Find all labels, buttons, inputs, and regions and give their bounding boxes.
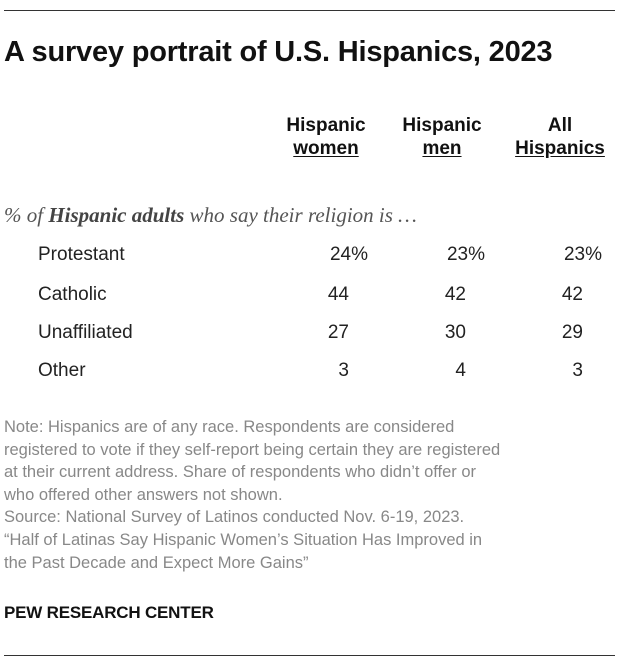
row-label-catholic: Catholic [38, 284, 107, 305]
cell-other-all: 3 [572, 360, 583, 381]
cell-other-men: 4 [455, 360, 466, 381]
column-header-line2: women [293, 138, 359, 159]
subtitle-post: who say their religion is … [184, 203, 417, 227]
column-header-line2: Hispanics [515, 138, 605, 159]
row-label-unaffiliated: Unaffiliated [38, 322, 133, 343]
subtitle-pre: % of [4, 203, 49, 227]
column-header-line2: men [422, 138, 462, 159]
subtitle-bold: Hispanic adults [48, 203, 185, 227]
cell-protestant-men: 23% [446, 244, 485, 265]
note-line: registered to vote if they self-report b… [4, 440, 501, 459]
cell-protestant-all: 23% [563, 244, 602, 265]
row-label-protestant: Protestant [38, 244, 125, 265]
column-header-line1: Hispanic [286, 115, 366, 136]
row-label-other: Other [38, 360, 86, 381]
column-header-all-hispanics: All Hispanics [500, 114, 620, 160]
column-header-line1: Hispanic [402, 115, 482, 136]
note-block: Note: Hispanics are of any race. Respond… [4, 416, 604, 574]
source-line: “Half of Latinas Say Hispanic Women’s Si… [4, 530, 483, 549]
note-line: who offered other answers not shown. [4, 485, 283, 504]
source-line: Source: National Survey of Latinos condu… [4, 508, 465, 527]
cell-catholic-women: 44 [327, 284, 349, 305]
cell-unaffiliated-women: 27 [327, 322, 349, 343]
top-rule [4, 10, 615, 11]
cell-unaffiliated-all: 29 [561, 322, 583, 343]
cell-catholic-all: 42 [561, 284, 583, 305]
cell-catholic-men: 42 [444, 284, 466, 305]
column-header-hispanic-men: Hispanic men [382, 114, 502, 160]
column-header-line1: All [547, 115, 573, 136]
cell-protestant-women: 24% [329, 244, 368, 265]
column-header-hispanic-women: Hispanic women [266, 114, 386, 160]
footer-brand: PEW RESEARCH CENTER [4, 603, 214, 622]
cell-other-women: 3 [338, 360, 349, 381]
note-line: at their current address. Share of respo… [4, 463, 477, 482]
bottom-rule [4, 655, 615, 656]
chart-title: A survey portrait of U.S. Hispanics, 202… [4, 36, 553, 68]
table-subtitle: % of Hispanic adults who say their relig… [4, 203, 417, 228]
source-line: the Past Decade and Expect More Gains” [4, 553, 309, 572]
note-line: Note: Hispanics are of any race. Respond… [4, 418, 455, 436]
cell-unaffiliated-men: 30 [444, 322, 466, 343]
